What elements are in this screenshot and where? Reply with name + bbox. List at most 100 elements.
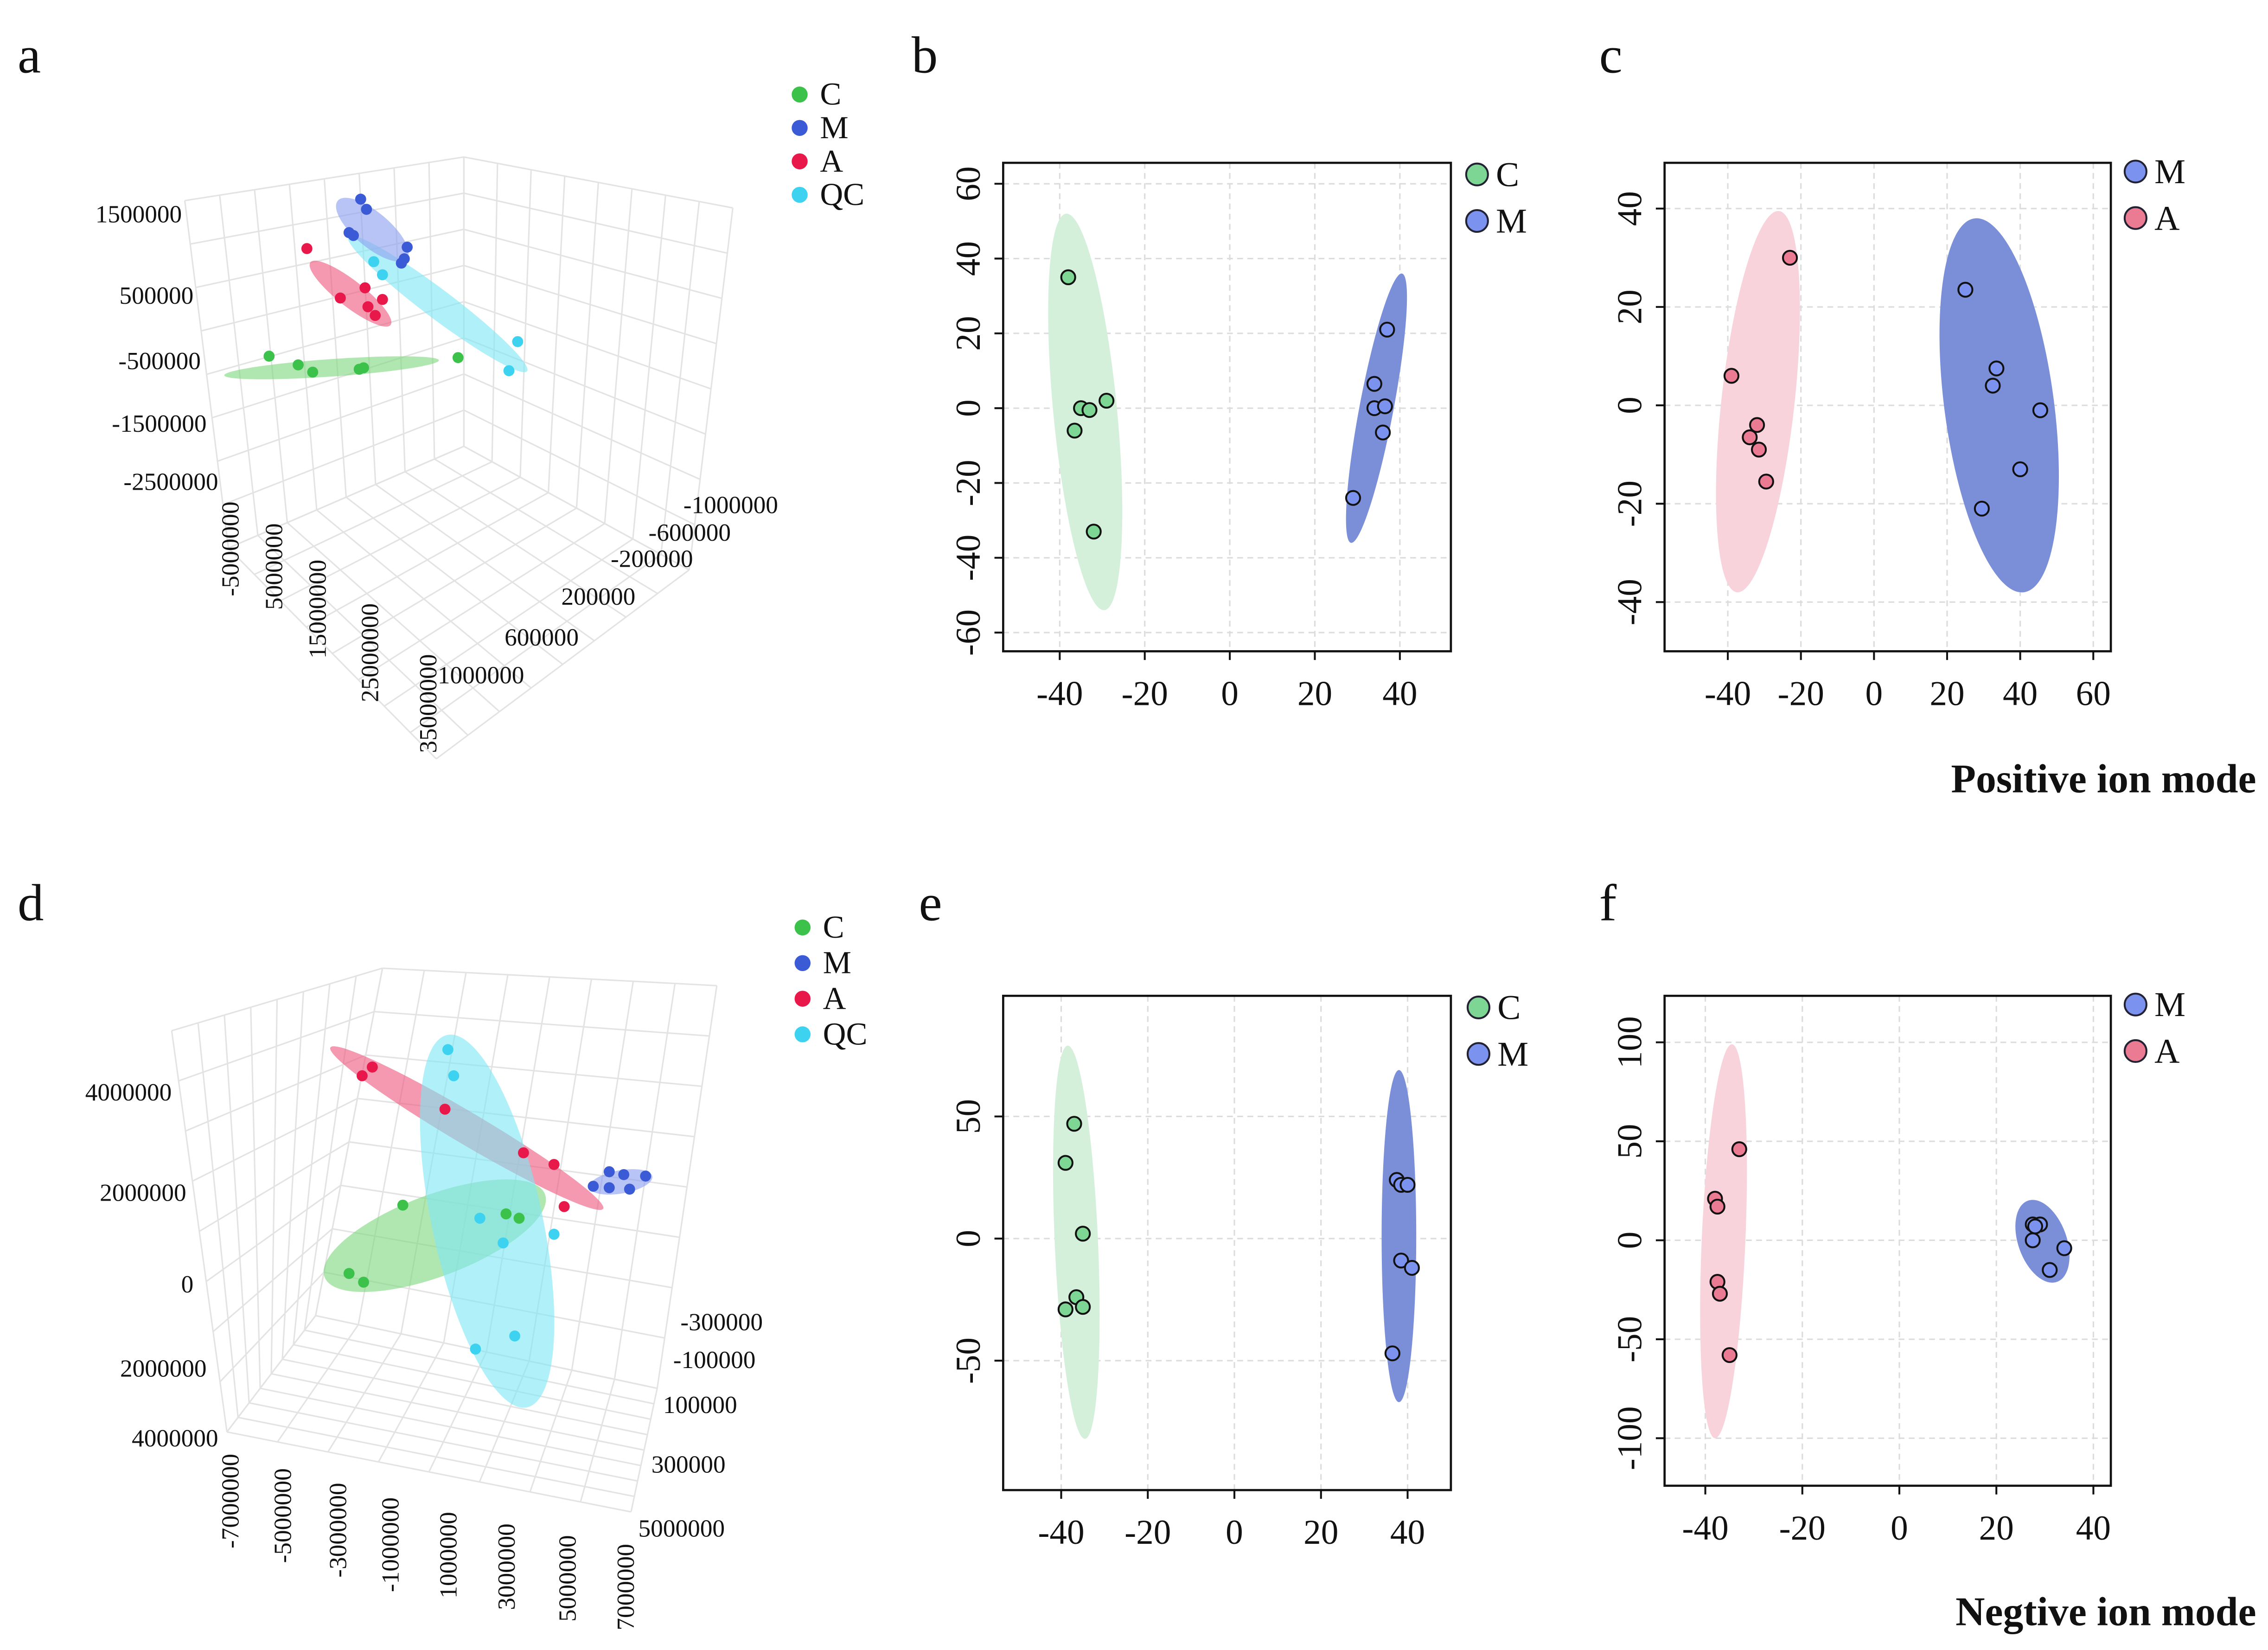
point-qc xyxy=(470,1343,481,1355)
point-m xyxy=(618,1169,630,1180)
y-tick-label: 5000000 xyxy=(639,1515,725,1542)
x-tick-label: -5000000 xyxy=(269,1468,296,1563)
grid-line xyxy=(383,538,633,707)
grid-line xyxy=(404,471,626,618)
point-c xyxy=(263,351,275,362)
grid-line xyxy=(228,547,437,760)
plot-frame xyxy=(1002,161,1452,652)
y-tick-label: -20 xyxy=(1611,480,1649,527)
point-m xyxy=(361,204,372,215)
positive-ion-mode-label: Positive ion mode xyxy=(1951,756,2256,801)
point-a xyxy=(517,1147,529,1158)
point-c xyxy=(1057,1301,1073,1317)
point-c xyxy=(1075,1226,1091,1242)
grid-line xyxy=(382,967,717,986)
point-qc xyxy=(512,336,524,347)
panel-label: e xyxy=(919,874,942,932)
z-tick-label: -2500000 xyxy=(123,468,218,495)
grid-line xyxy=(604,189,633,524)
y-tick-label: 0 xyxy=(949,399,988,417)
grid-3d xyxy=(184,156,734,760)
x-tick-label: 5000000 xyxy=(261,524,288,610)
point-m xyxy=(1375,424,1391,441)
point-a xyxy=(370,310,381,321)
point-m xyxy=(1399,1177,1416,1193)
point-c xyxy=(1057,1155,1073,1171)
panel-f: f -40 -20 0 20 40 -100 -50 0 50 100 MA xyxy=(1599,874,2185,1547)
x-tick-label: 0 xyxy=(1221,674,1239,713)
y-tick-label: 50 xyxy=(949,1099,988,1134)
point-qc xyxy=(474,1213,486,1224)
y-tick-label: 0 xyxy=(949,1230,988,1247)
grid-line xyxy=(660,201,700,555)
grid-line xyxy=(217,373,464,462)
grid-line xyxy=(580,1379,615,1503)
point-a xyxy=(357,1070,368,1081)
legend-marker-c xyxy=(792,86,808,103)
point-c xyxy=(307,366,319,378)
confidence-ellipse-qc xyxy=(420,1034,555,1408)
confidence-ellipse-c xyxy=(1053,1045,1100,1439)
point-c xyxy=(1086,524,1102,540)
legend-label-c: C xyxy=(823,909,844,945)
y-tick-label: 60 xyxy=(949,166,988,201)
point-c xyxy=(293,359,304,371)
point-m xyxy=(624,1183,635,1195)
grid-line xyxy=(688,208,734,570)
legend-label-qc: QC xyxy=(820,177,864,212)
point-c xyxy=(1075,1299,1091,1315)
y-tick-label: 0 xyxy=(1611,397,1649,414)
grid-line xyxy=(375,484,595,641)
point-m xyxy=(1366,376,1382,392)
point-qc xyxy=(509,1330,520,1342)
point-a xyxy=(1723,368,1740,384)
x-tick-label: -40 xyxy=(1038,1513,1084,1552)
point-c xyxy=(1066,1116,1082,1132)
x-tick-label: -20 xyxy=(1124,1513,1171,1552)
point-c xyxy=(358,362,369,374)
x-tick-label: -5000000 xyxy=(217,502,244,596)
x-tick-label: -1000000 xyxy=(377,1497,404,1592)
x-tick-label: 7000000 xyxy=(612,1544,639,1630)
point-a xyxy=(1709,1198,1725,1215)
grid-line xyxy=(304,1329,654,1405)
x-tick-label: 0 xyxy=(1226,1513,1243,1552)
panel-label: a xyxy=(18,26,41,84)
y-tick-label: 600000 xyxy=(505,624,579,651)
confidence-ellipse-m xyxy=(2015,1200,2070,1283)
point-qc xyxy=(503,365,515,377)
legend-marker-m xyxy=(794,955,811,972)
grid-line xyxy=(409,554,662,733)
legend-label-a: A xyxy=(820,143,843,179)
point-c xyxy=(397,1199,409,1211)
grid-line xyxy=(630,1388,658,1512)
y-tick-label: -100 xyxy=(1611,1406,1649,1470)
negative-ion-mode-label: Negtive ion mode xyxy=(1955,1589,2256,1634)
y-tick-label: -40 xyxy=(1611,579,1649,625)
panel-e: e -40 -20 0 20 40 -50 0 50 CM xyxy=(919,874,1529,1552)
z-tick-label: 2000000 xyxy=(100,1179,186,1206)
confidence-ellipse-m xyxy=(1381,1070,1417,1402)
confidence-ellipse-m xyxy=(336,198,409,262)
point-m xyxy=(1985,377,2001,394)
grid-line xyxy=(435,569,690,760)
x-tick-label: 25000000 xyxy=(356,603,383,702)
point-m xyxy=(2042,1262,2058,1278)
x-tick-label: 35000000 xyxy=(415,654,442,753)
y-tick-label: 20 xyxy=(949,316,988,351)
panel-a: a 1500000 500000 -500000 -1500000 -2500000 -50… xyxy=(18,26,864,760)
x-tick-label: 20 xyxy=(1297,674,1332,713)
z-tick-label: 1500000 xyxy=(96,201,182,228)
x-tick-label: 5000000 xyxy=(554,1535,581,1621)
panel-label: b xyxy=(912,26,938,84)
point-c xyxy=(1081,402,1098,418)
point-m xyxy=(1393,1253,1409,1269)
confidence-ellipse-qc xyxy=(348,235,528,372)
legend-marker-c xyxy=(1465,162,1489,186)
x-tick-label: 1000000 xyxy=(435,1512,462,1598)
x-tick-label: -3000000 xyxy=(324,1483,351,1577)
y-tick-label: 40 xyxy=(949,241,988,276)
legend: MA xyxy=(2123,153,2185,237)
z-tick-label: 2000000 xyxy=(120,1355,206,1382)
